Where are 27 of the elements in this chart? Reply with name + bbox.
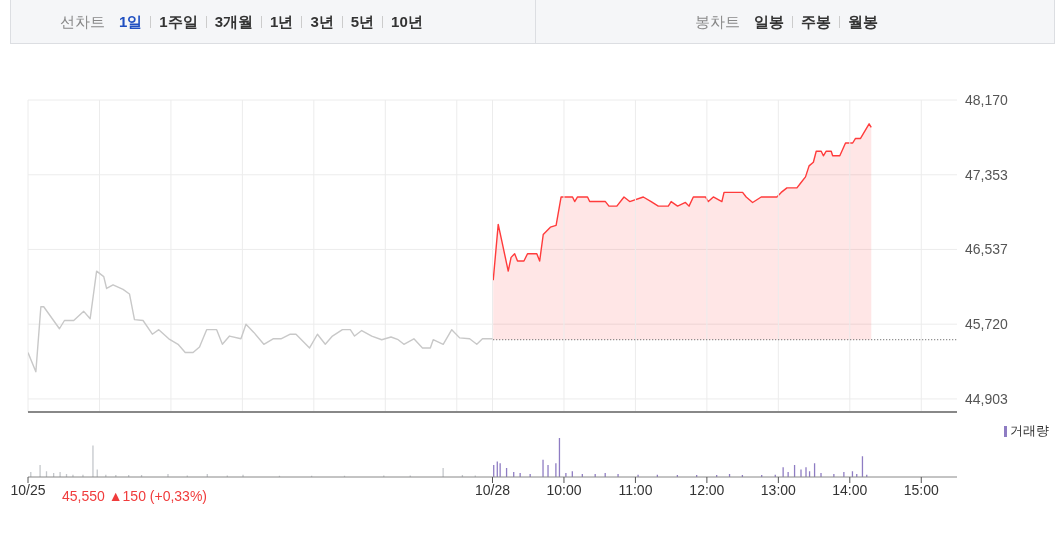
y-tick-label: 46,537 [965,241,1009,258]
text: 1일 [119,12,143,32]
text: 10년 [391,12,423,32]
x-tick-label: 13:00 [760,481,797,498]
text: 1년 [270,12,294,32]
text: 선차트 [60,12,105,32]
text: 1주일 [159,12,198,32]
y-tick-label: 48,170 [965,91,1009,108]
text: 3개월 [214,12,254,32]
x-tick-label: 10/28 [474,481,511,498]
x-tick-label: 11:00 [618,481,653,498]
text: 월봉 [848,12,878,32]
text: 주봉 [801,12,831,32]
y-tick-label: 47,353 [965,166,1009,183]
text: 45,550 ▲150 (+0,33%) [62,488,208,504]
text: 3년 [310,12,334,32]
text: 봉차트 [695,12,740,32]
legend-label: 거래량 [1009,422,1049,440]
x-tick-label: 12:00 [689,481,725,498]
y-tick-label: 45,720 [965,316,1009,333]
x-tick-label: 15:00 [903,481,939,498]
text: 일봉 [754,12,784,32]
x-tick-label: 10/25 [10,481,46,498]
x-tick-label: 14:00 [832,481,868,498]
text: 5년 [350,12,375,32]
x-tick-label: 10:00 [546,481,582,498]
y-tick-label: 44,903 [965,390,1009,407]
